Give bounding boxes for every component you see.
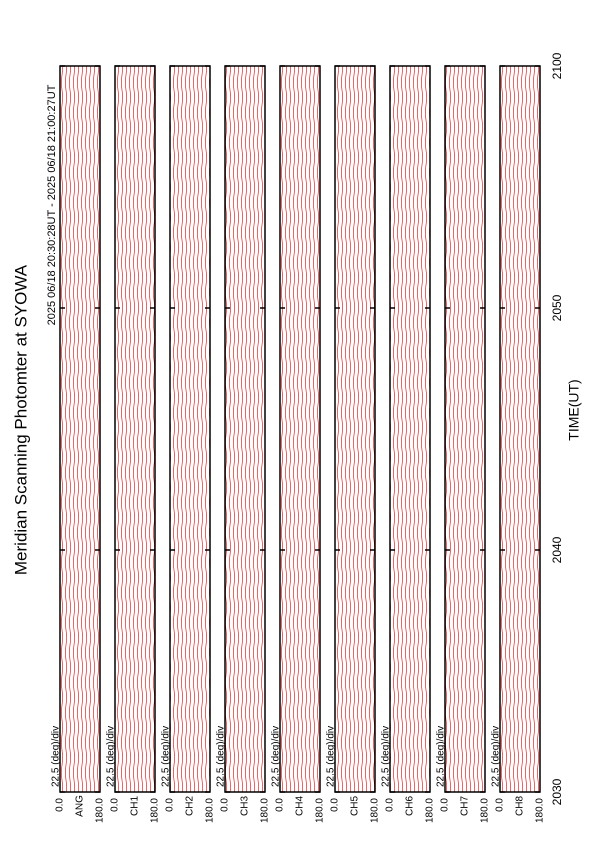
y-tick-label: 0.0 [330,798,341,812]
panel-label: CH6 [405,796,416,816]
x-tick-label: 2040 [550,536,564,563]
y-tick-label: 180.0 [95,798,106,823]
annotation: 22.5 (deg)/div [271,726,282,787]
panel-label: CH2 [185,796,196,816]
y-tick-label: 0.0 [275,798,286,812]
annotation: 22.5 (deg)/div [216,726,227,787]
panel-label: CH7 [460,796,471,816]
trace-area [390,66,430,792]
panel-frame [334,65,376,793]
panel-frame [169,65,211,793]
panel-label: CH1 [130,796,141,816]
trace-area [225,66,265,792]
panel-frame [444,65,486,793]
y-tick-label: 0.0 [440,798,451,812]
panel-label: CH8 [515,796,526,816]
x-axis-label: TIME(UT) [566,379,582,440]
panel-frame [499,65,541,793]
panel-frame [279,65,321,793]
panel-frame [389,65,431,793]
trace-area [115,66,155,792]
annotation: 22.5 (deg)/div [51,726,62,787]
y-tick-label: 180.0 [205,798,216,823]
panel-label: CH5 [350,796,361,816]
annotation: 22.5 (deg)/div [161,726,172,787]
annotation: 22.5 (deg)/div [381,726,392,787]
y-tick-label: 180.0 [370,798,381,823]
y-tick-label: 0.0 [385,798,396,812]
y-tick-label: 0.0 [165,798,176,812]
subtitle: 2025 06/18 20:30:28UT - 2025 06/18 21:00… [46,84,58,325]
trace-area [170,66,210,792]
annotation: 22.5 (deg)/div [436,726,447,787]
y-tick-label: 0.0 [110,798,121,812]
y-tick-label: 180.0 [150,798,161,823]
annotation: 22.5 (deg)/div [326,726,337,787]
annotation: 22.5 (deg)/div [491,726,502,787]
y-tick-label: 180.0 [425,798,436,823]
x-tick-label: 2100 [550,52,564,79]
x-tick-label: 2030 [550,778,564,805]
annotation: 22.5 (deg)/div [106,726,117,787]
panel-frame [59,65,101,793]
trace-area [280,66,320,792]
y-tick-label: 180.0 [315,798,326,823]
chart-title: Meridian Scanning Photomter at SYOWA [11,264,30,575]
panel-label: ANG [75,795,86,817]
trace-area [445,66,485,792]
panel-frame [224,65,266,793]
panel-label: CH4 [295,796,306,816]
y-tick-label: 0.0 [55,798,66,812]
y-tick-label: 180.0 [260,798,271,823]
y-tick-label: 0.0 [495,798,506,812]
y-tick-label: 180.0 [535,798,546,823]
panel-frame [114,65,156,793]
y-tick-label: 0.0 [220,798,231,812]
trace-area [500,66,540,792]
y-tick-label: 180.0 [480,798,491,823]
x-tick-label: 2050 [550,294,564,321]
trace-area [60,66,100,792]
panel-label: CH3 [240,796,251,816]
trace-area [335,66,375,792]
